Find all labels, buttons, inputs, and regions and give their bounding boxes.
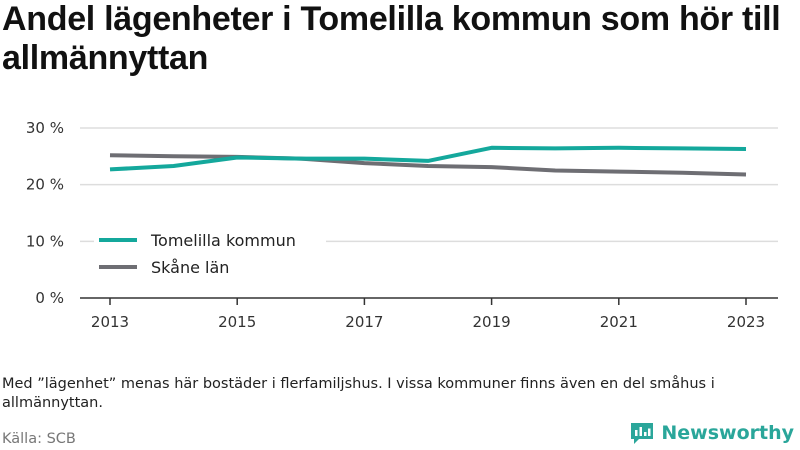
y-tick-label: 0 %	[35, 289, 64, 307]
source-label: Källa: SCB	[2, 431, 76, 447]
y-tick-label: 30 %	[26, 119, 64, 137]
x-tick-label: 2019	[473, 313, 511, 331]
x-tick-label: 2023	[727, 313, 765, 331]
x-tick-label: 2013	[91, 313, 129, 331]
brand-name: Newsworthy	[661, 422, 794, 444]
y-tick-label: 10 %	[26, 232, 64, 250]
x-tick-label: 2015	[218, 313, 256, 331]
series-line-skane	[109, 153, 747, 177]
legend-label: Skåne län	[151, 258, 229, 277]
x-tick-label: 2021	[600, 313, 638, 331]
newsworthy-logo-icon	[631, 423, 654, 444]
y-tick-label: 20 %	[26, 176, 64, 194]
brand-logo[interactable]: Newsworthy	[629, 420, 794, 446]
chart-note: Med ”lägenhet” menas här bostäder i fler…	[2, 376, 715, 411]
chart-title: Andel lägenheter i Tomelilla kommun som …	[2, 0, 781, 77]
line-chart: 0 % 10 % 20 % 30 % 2013 2015 2017 2019 2021 2023…	[26, 119, 778, 331]
series-line-tomelilla	[109, 145, 747, 172]
x-tick-label: 2017	[345, 313, 383, 331]
legend-label: Tomelilla kommun	[150, 231, 296, 250]
